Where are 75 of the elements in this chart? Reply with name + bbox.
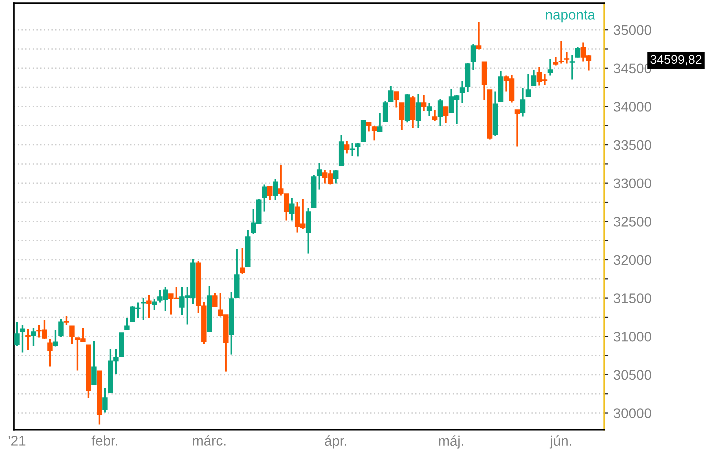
candlestick bbox=[388, 85, 394, 102]
y-tick-label: 30000 bbox=[614, 408, 652, 418]
candlestick bbox=[344, 140, 350, 155]
candlestick bbox=[360, 119, 366, 142]
y-tick-label: 31500 bbox=[614, 294, 652, 304]
candlestick bbox=[476, 21, 482, 51]
candlestick bbox=[465, 62, 471, 93]
candlestick bbox=[152, 298, 158, 311]
candlestick bbox=[564, 51, 570, 65]
candlestick bbox=[426, 102, 432, 117]
x-tick-label: febr. bbox=[92, 436, 118, 446]
candlestick bbox=[394, 91, 400, 109]
candlestick bbox=[482, 61, 488, 101]
candlestick bbox=[48, 338, 53, 368]
candlestick bbox=[212, 292, 218, 308]
candlestick bbox=[460, 80, 466, 104]
candlestick bbox=[575, 46, 581, 59]
candlestick bbox=[26, 328, 31, 351]
candlestick bbox=[20, 324, 26, 354]
candlestick bbox=[92, 340, 97, 386]
candlestick bbox=[58, 318, 64, 338]
candlestick bbox=[240, 247, 246, 275]
candlestick bbox=[526, 73, 532, 98]
y-tick-label: 32500 bbox=[614, 217, 652, 227]
candlestick bbox=[234, 248, 240, 299]
candlestick bbox=[514, 109, 520, 148]
candlestick bbox=[146, 294, 152, 319]
candlestick bbox=[70, 325, 75, 345]
candlestick bbox=[355, 142, 361, 158]
candlestick bbox=[268, 186, 273, 201]
x-tick-label: ápr. bbox=[325, 436, 346, 449]
y-tick-label: 35000 bbox=[614, 25, 652, 36]
candlestick bbox=[470, 43, 476, 71]
candlestick bbox=[141, 298, 146, 321]
candlestick bbox=[421, 94, 427, 112]
candlestick bbox=[64, 315, 70, 326]
candlestick bbox=[410, 95, 416, 129]
x-tick-label: márc. bbox=[193, 436, 226, 446]
candlestick bbox=[548, 58, 554, 77]
x-tick-label: '21 bbox=[8, 436, 26, 446]
candlestick bbox=[124, 317, 130, 331]
candlestick bbox=[382, 100, 388, 122]
text: 34599,82 bbox=[650, 55, 702, 66]
candlestick bbox=[399, 102, 405, 131]
candlestick bbox=[443, 106, 449, 124]
candlestick bbox=[262, 184, 268, 213]
candlestick bbox=[333, 169, 339, 185]
y-tick-label: 31000 bbox=[614, 332, 652, 342]
y-tick-label: 33500 bbox=[614, 140, 652, 150]
candlestick bbox=[558, 40, 564, 65]
y-tick-label: 32000 bbox=[614, 255, 652, 266]
candlestick bbox=[377, 112, 383, 133]
candlestick bbox=[432, 109, 438, 122]
candlestick bbox=[289, 197, 295, 222]
y-tick-label: 30500 bbox=[614, 370, 652, 380]
candlestick bbox=[338, 134, 344, 167]
y-tick-label: 34000 bbox=[614, 102, 652, 112]
candlestick bbox=[520, 87, 526, 118]
candlestick bbox=[102, 387, 108, 414]
x-tick-label: máj. bbox=[439, 436, 464, 449]
candlestick bbox=[366, 121, 372, 133]
candlestick bbox=[306, 207, 312, 255]
candlestick bbox=[531, 69, 537, 87]
candlestick bbox=[14, 321, 20, 347]
candlestick bbox=[570, 54, 576, 81]
candlestick bbox=[438, 98, 444, 127]
candlestick bbox=[53, 329, 58, 348]
candlestick bbox=[272, 178, 278, 201]
candlestick bbox=[316, 162, 322, 191]
candlestick bbox=[416, 93, 422, 129]
candlestick bbox=[372, 125, 378, 142]
x-tick-label: jún. bbox=[550, 436, 572, 449]
candlestick bbox=[31, 327, 36, 347]
chart-subtitle: naponta bbox=[546, 10, 596, 23]
y-tick-label: 33000 bbox=[614, 178, 652, 189]
